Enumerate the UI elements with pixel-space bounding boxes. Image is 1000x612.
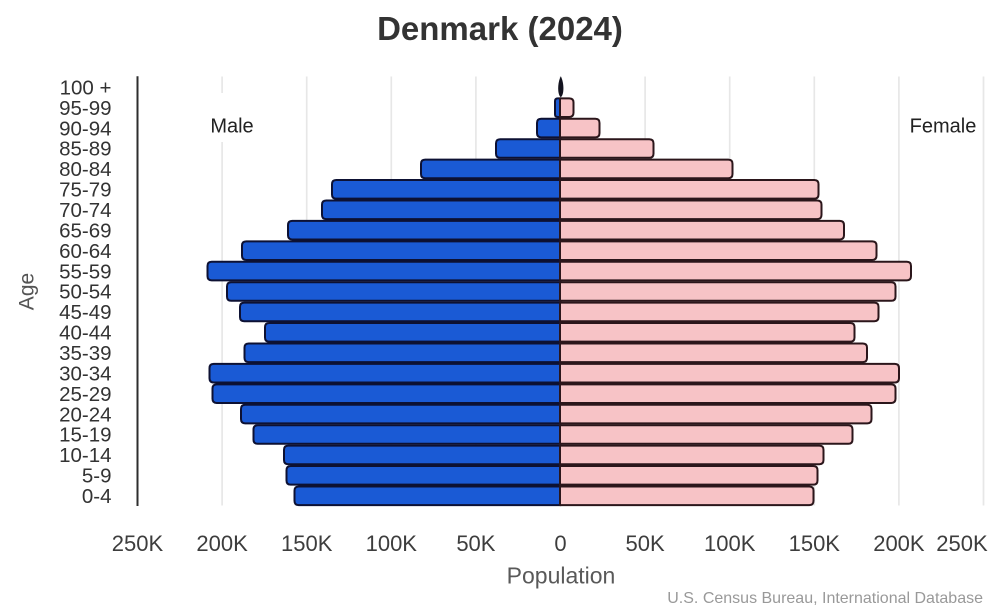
- svg-text:0-4: 0-4: [82, 485, 112, 508]
- svg-text:100K: 100K: [704, 531, 756, 556]
- svg-text:0: 0: [554, 531, 566, 556]
- svg-text:50-54: 50-54: [59, 281, 111, 304]
- svg-text:55-59: 55-59: [59, 260, 111, 283]
- svg-text:40-44: 40-44: [59, 322, 111, 345]
- svg-text:80-84: 80-84: [59, 158, 111, 181]
- svg-text:Population: Population: [507, 563, 616, 589]
- svg-text:Age: Age: [16, 273, 39, 310]
- svg-text:200K: 200K: [196, 531, 248, 556]
- svg-text:U.S. Census Bureau, Internatio: U.S. Census Bureau, International Databa…: [667, 590, 983, 607]
- svg-text:60-64: 60-64: [59, 240, 111, 263]
- svg-text:50K: 50K: [456, 531, 495, 556]
- svg-text:75-79: 75-79: [59, 179, 111, 202]
- svg-text:20-24: 20-24: [59, 403, 111, 426]
- svg-text:10-14: 10-14: [59, 444, 111, 467]
- svg-text:65-69: 65-69: [59, 219, 111, 242]
- svg-text:85-89: 85-89: [59, 138, 111, 161]
- svg-text:50K: 50K: [626, 531, 665, 556]
- svg-text:100 +: 100 +: [60, 76, 112, 99]
- svg-text:5-9: 5-9: [82, 465, 112, 488]
- svg-text:Female: Female: [910, 115, 977, 137]
- svg-text:30-34: 30-34: [59, 362, 111, 385]
- svg-text:150K: 150K: [281, 531, 333, 556]
- svg-text:Denmark (2024): Denmark (2024): [377, 10, 623, 47]
- svg-text:45-49: 45-49: [59, 301, 111, 324]
- svg-text:250K: 250K: [936, 531, 988, 556]
- svg-text:Male: Male: [210, 115, 253, 137]
- svg-text:25-29: 25-29: [59, 383, 111, 406]
- svg-text:150K: 150K: [789, 531, 841, 556]
- svg-text:35-39: 35-39: [59, 342, 111, 365]
- svg-text:95-99: 95-99: [59, 97, 111, 120]
- svg-text:200K: 200K: [873, 531, 925, 556]
- svg-text:100K: 100K: [366, 531, 418, 556]
- svg-text:70-74: 70-74: [59, 199, 111, 222]
- svg-text:90-94: 90-94: [59, 117, 111, 140]
- svg-text:250K: 250K: [112, 531, 164, 556]
- svg-text:15-19: 15-19: [59, 424, 111, 447]
